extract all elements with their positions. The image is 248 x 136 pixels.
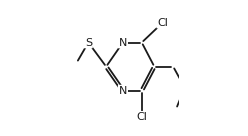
Text: Cl: Cl (157, 18, 168, 28)
Text: Cl: Cl (136, 112, 147, 122)
Text: S: S (85, 38, 92, 47)
Text: N: N (119, 86, 127, 96)
Text: N: N (119, 38, 127, 47)
